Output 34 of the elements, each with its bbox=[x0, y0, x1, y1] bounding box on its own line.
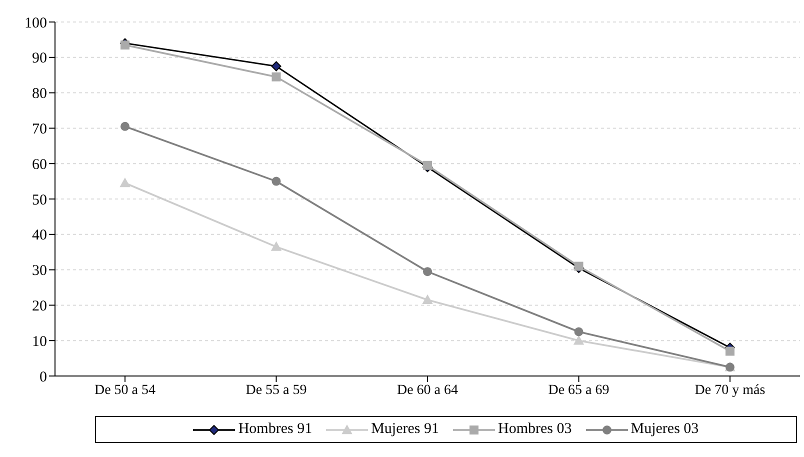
point bbox=[423, 160, 432, 170]
y-tick-label: 30 bbox=[32, 263, 47, 280]
y-tick-label: 10 bbox=[32, 334, 47, 350]
y-tick-label: 90 bbox=[32, 50, 47, 67]
x-tick-label: De 50 a 54 bbox=[94, 382, 156, 398]
x-tick-label: De 70 y más bbox=[694, 382, 766, 398]
y-tick-label: 80 bbox=[32, 86, 47, 102]
y-tick-label: 60 bbox=[32, 156, 47, 173]
x-tick-label: De 65 a 69 bbox=[548, 382, 610, 398]
legend-label: Hombres 03 bbox=[498, 421, 572, 438]
legend-label: Mujeres 91 bbox=[371, 421, 439, 438]
point bbox=[272, 72, 281, 82]
point bbox=[120, 40, 130, 50]
x-tick-label: De 60 a 64 bbox=[396, 382, 458, 398]
point bbox=[422, 294, 432, 304]
y-tick-label: 40 bbox=[32, 228, 47, 244]
y-tick-label: 0 bbox=[40, 369, 47, 386]
point bbox=[423, 267, 432, 276]
y-tick-label: 70 bbox=[32, 122, 47, 138]
point bbox=[120, 122, 130, 131]
legend-label: Hombres 91 bbox=[238, 421, 312, 438]
point bbox=[271, 61, 282, 72]
point bbox=[726, 346, 734, 356]
point bbox=[271, 242, 282, 251]
x-tick-label: De 55 a 59 bbox=[246, 382, 307, 398]
point bbox=[574, 262, 584, 271]
y-tick-label: 100 bbox=[24, 15, 47, 32]
point bbox=[574, 336, 584, 345]
y-tick-label: 20 bbox=[32, 298, 47, 315]
point bbox=[272, 176, 281, 186]
point bbox=[120, 178, 130, 188]
legend-label: Mujeres 03 bbox=[630, 421, 699, 438]
y-tick-label: 50 bbox=[32, 192, 47, 208]
point bbox=[574, 327, 584, 336]
